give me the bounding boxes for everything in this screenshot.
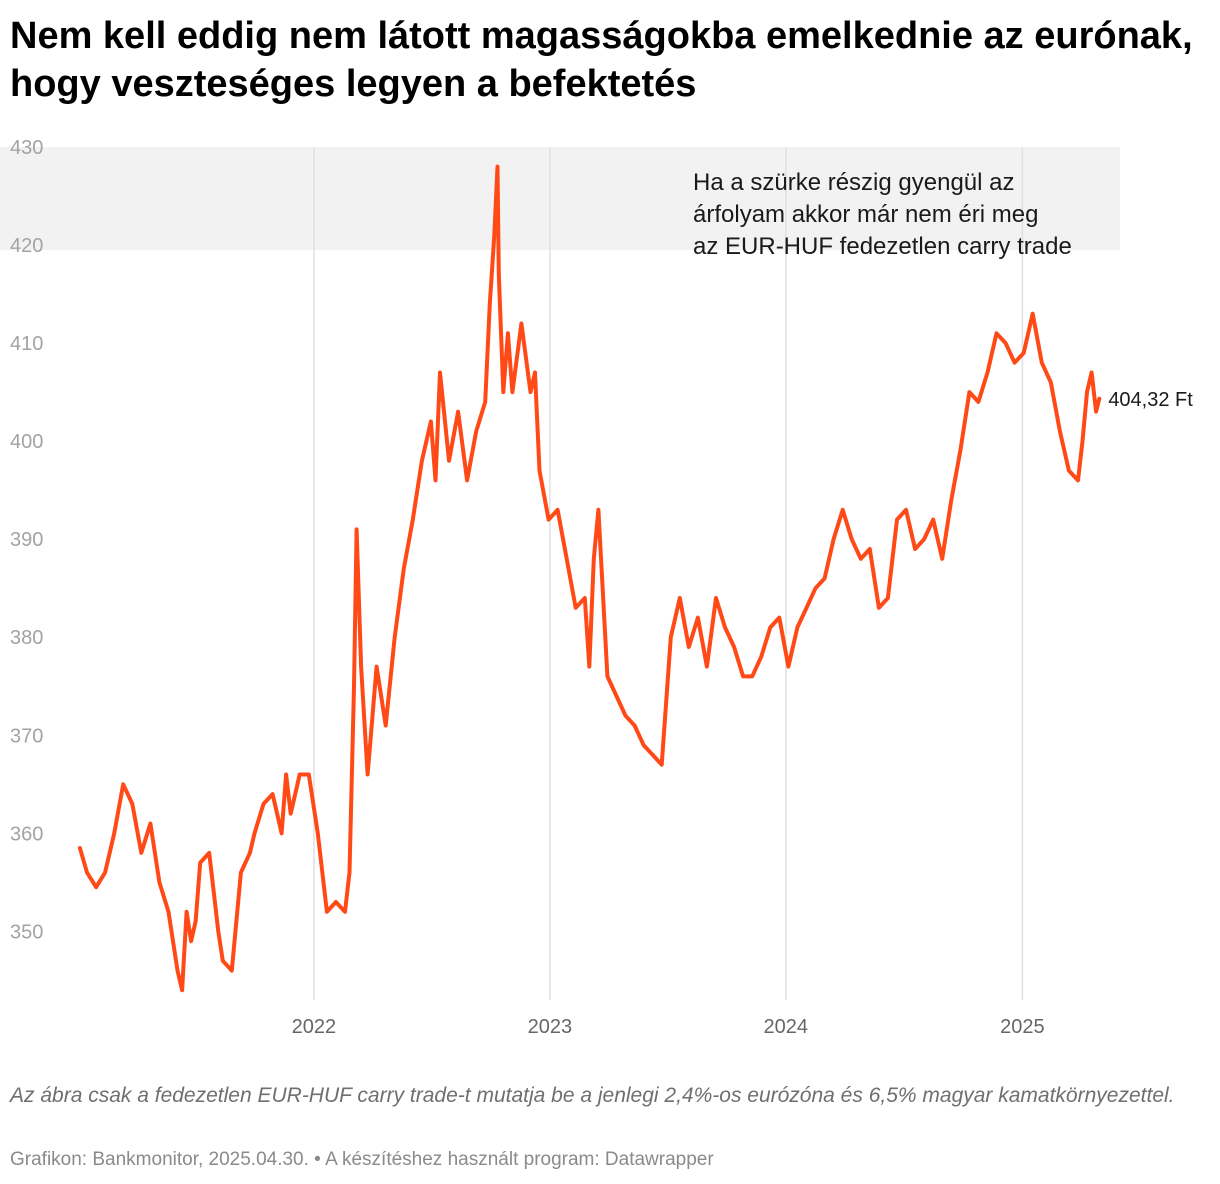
y-tick-label-410: 410	[10, 333, 43, 355]
y-tick-label-390: 390	[10, 529, 43, 551]
chart-title: Nem kell eddig nem látott magasságokba e…	[10, 15, 1193, 105]
y-tick-label-380: 380	[10, 627, 43, 649]
shaded-band-layer	[0, 147, 1120, 250]
end-label-layer: 404,32 Ft	[1108, 389, 1193, 411]
shaded-band	[0, 147, 1120, 250]
annotation: Ha a szürke részig gyengül az árfolyam ak…	[693, 169, 1072, 260]
x-tick-label-2024: 2024	[764, 1016, 809, 1038]
y-tick-label-400: 400	[10, 431, 43, 453]
x-tick-label-2022: 2022	[292, 1016, 337, 1038]
annotation-line-1: Ha a szürke részig gyengül az	[693, 169, 1015, 196]
line-chart: 350 360 370 380 390 400 410 420 430 2022 2023 2024…	[0, 137, 1193, 1038]
series-layer	[77, 164, 1102, 993]
eur-huf-series-line	[77, 164, 1102, 993]
x-tick-label-2025: 2025	[1000, 1016, 1045, 1038]
annotation-line-2: árfolyam akkor már nem éri meg	[693, 201, 1038, 228]
annotation-line-3: az EUR-HUF fedezetlen carry trade	[693, 233, 1072, 260]
y-tick-label-360: 360	[10, 823, 43, 845]
chart-note: Az ábra csak a fedezetlen EUR-HUF carry …	[10, 1084, 1175, 1107]
y-tick-label-350: 350	[10, 921, 43, 943]
grid-layer	[313, 147, 1024, 1000]
y-axis: 350 360 370 380 390 400 410 420 430	[10, 137, 43, 943]
x-tick-label-2023: 2023	[528, 1016, 573, 1038]
chart-credit: Grafikon: Bankmonitor, 2025.04.30. • A k…	[10, 1149, 714, 1170]
end-value-label: 404,32 Ft	[1108, 389, 1193, 411]
y-tick-label-420: 420	[10, 235, 43, 257]
y-tick-label-370: 370	[10, 725, 43, 747]
y-tick-label-430: 430	[10, 137, 43, 159]
x-axis: 2022 2023 2024 2025	[292, 1016, 1045, 1038]
